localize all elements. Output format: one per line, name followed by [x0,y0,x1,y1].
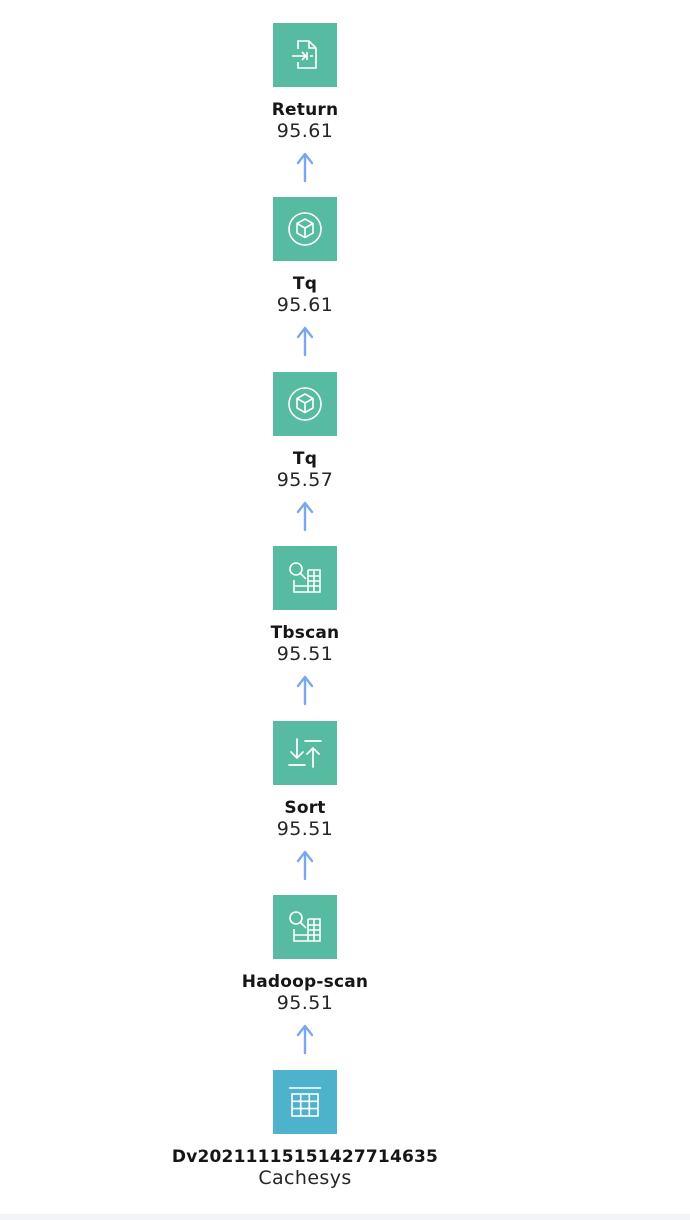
node-value: 95.57 [276,469,334,491]
node-title: Tq [292,449,318,469]
node-tile[interactable] [273,23,337,87]
node-tile[interactable] [273,197,337,261]
node-tq[interactable]: Tq 95.57 [150,372,460,491]
return-document-icon [292,40,317,69]
flow-arrow-up-icon [296,501,314,532]
flow-arrow-up-icon [296,675,314,706]
node-tq[interactable]: Tq 95.61 [150,197,460,316]
cube-icon [288,212,322,246]
node-tbscan[interactable]: Tbscan 95.51 [150,546,460,665]
node-tile[interactable] [273,372,337,436]
node-value: 95.51 [276,643,334,665]
node-table[interactable]: Dv20211115151427714635 Cachesys [150,1070,460,1189]
node-hadoop-scan[interactable]: Hadoop-scan 95.51 [150,895,460,1014]
node-title: Tbscan [270,623,340,643]
node-tile[interactable] [273,721,337,785]
node-title: Tq [292,274,318,294]
node-value: 95.51 [276,818,334,840]
bottom-bar [0,1214,690,1220]
node-value: 95.51 [276,992,334,1014]
node-title: Hadoop-scan [241,972,369,992]
node-title: Dv20211115151427714635 [171,1147,439,1167]
node-tile[interactable] [273,546,337,610]
node-value: 95.61 [276,294,334,316]
node-tile[interactable] [273,895,337,959]
node-tile[interactable] [273,1070,337,1134]
node-title: Return [271,100,339,120]
node-value: Cachesys [258,1167,352,1189]
flow-arrow-up-icon [296,152,314,183]
table-scan-icon [289,911,321,942]
sort-icon [288,738,322,768]
node-value: 95.61 [276,120,334,142]
node-title: Sort [284,798,326,818]
cube-icon [288,387,322,421]
node-return[interactable]: Return 95.61 [150,23,460,142]
flow-arrow-up-icon [296,1024,314,1055]
table-grid-icon [289,1087,321,1117]
table-scan-icon [289,562,321,593]
flow-arrow-up-icon [296,850,314,881]
flow-arrow-up-icon [296,326,314,357]
node-sort[interactable]: Sort 95.51 [150,721,460,840]
